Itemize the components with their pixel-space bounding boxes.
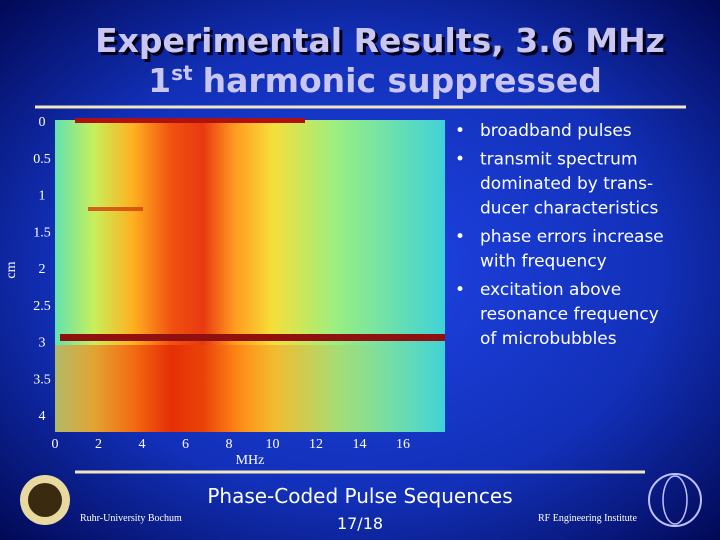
y-axis-label: cm <box>4 261 19 278</box>
bullet-text: with frequency <box>480 252 607 272</box>
footer-left: Ruhr-University Bochum <box>80 513 182 524</box>
footer-title: Phase-Coded Pulse Sequences <box>207 484 512 508</box>
x-tick-label: 6 <box>182 437 189 452</box>
x-tick-label: 16 <box>396 437 410 452</box>
y-tick-label: 3.5 <box>33 372 51 387</box>
title-base: 1 <box>148 61 171 100</box>
footer-right: RF Engineering Institute <box>538 513 637 524</box>
y-tick-label: 2 <box>39 262 46 277</box>
bullet-marker: • <box>455 150 465 170</box>
x-tick-label: 4 <box>139 437 146 452</box>
right-logo <box>648 473 702 527</box>
bullet-text: transmit spectrum <box>480 150 638 170</box>
title-line2: 1st harmonic suppressed <box>148 61 602 100</box>
logo-ellipse <box>662 475 688 525</box>
y-tick-label: 0.5 <box>33 152 51 167</box>
y-tick-label: 2.5 <box>33 299 51 314</box>
logo-ring <box>648 473 702 527</box>
title-sup: st <box>171 61 193 85</box>
left-logo <box>20 475 70 525</box>
x-tick-label: 8 <box>226 437 233 452</box>
bullet-text: excitation above <box>480 280 621 300</box>
bullet-text: of microbubbles <box>480 329 617 349</box>
y-tick-label: 0 <box>39 115 46 130</box>
page-number: 17/18 <box>337 514 383 533</box>
y-tick-label: 1 <box>39 189 46 204</box>
heatmap-feature <box>88 207 143 211</box>
heatmap-stripe <box>60 334 445 341</box>
bullet-text: ducer characteristics <box>480 199 658 219</box>
heatmap <box>55 118 445 432</box>
bullet-marker: • <box>455 227 465 247</box>
y-tick-label: 1.5 <box>33 225 51 240</box>
x-tick-label: 14 <box>353 437 367 452</box>
title-line1: Experimental Results, 3.6 MHz <box>95 21 665 60</box>
bullet-text: phase errors increase <box>480 227 664 247</box>
x-tick-label: 0 <box>52 437 59 452</box>
bullet-marker: • <box>455 280 465 300</box>
x-tick-label: 2 <box>95 437 102 452</box>
x-tick-label: 10 <box>266 437 280 452</box>
title-shadow: Experimental Results, 3.6 MHz <box>98 24 668 63</box>
bullet-text: dominated by trans- <box>480 174 653 194</box>
title-rest: harmonic suppressed <box>203 61 602 100</box>
bullet-marker: • <box>455 121 465 141</box>
y-tick-label: 4 <box>39 409 46 424</box>
bullet-text: resonance frequency <box>480 305 659 325</box>
bullet-text: broadband pulses <box>480 121 632 141</box>
y-tick-label: 3 <box>39 336 46 351</box>
logo-inner <box>28 483 62 517</box>
heatmap-lower <box>55 345 445 432</box>
x-axis-label: MHz <box>236 453 265 468</box>
heatmap-top-stripe <box>75 118 305 123</box>
x-tick-label: 12 <box>309 437 323 452</box>
